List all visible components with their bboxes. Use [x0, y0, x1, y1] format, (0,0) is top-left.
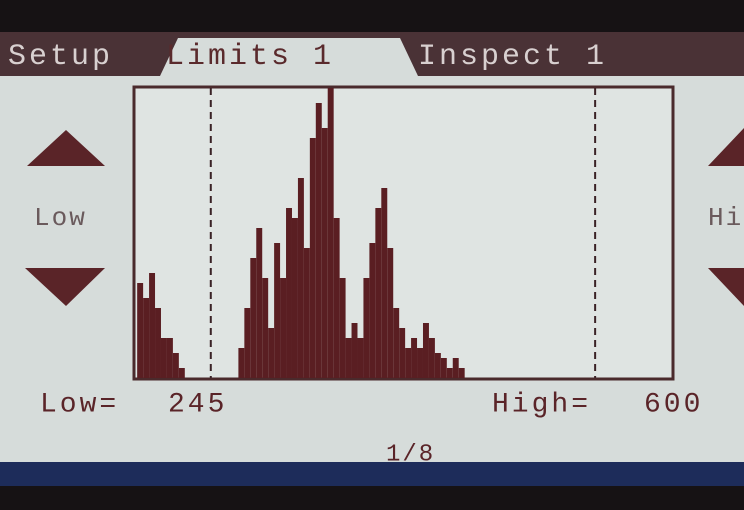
- bar: [280, 278, 287, 378]
- bar: [303, 248, 310, 378]
- low-side-label: Low: [34, 203, 87, 233]
- low-label: Low=: [40, 389, 119, 420]
- bar: [250, 258, 257, 378]
- bar: [351, 323, 358, 378]
- bar: [369, 243, 376, 378]
- status-strip: [0, 462, 744, 486]
- bar: [178, 368, 185, 378]
- bar: [434, 353, 441, 378]
- high-up-arrow[interactable]: [708, 128, 744, 166]
- tab[interactable]: Limits 1: [166, 40, 334, 74]
- bar: [417, 348, 423, 378]
- bar: [309, 138, 316, 378]
- bar: [387, 248, 394, 378]
- bar: [166, 338, 173, 378]
- bar: [399, 328, 406, 378]
- bar: [458, 368, 465, 378]
- bar: [321, 128, 328, 378]
- tab[interactable]: Inspect 1: [418, 40, 607, 74]
- bar: [262, 278, 269, 378]
- bar: [155, 308, 161, 378]
- bar: [291, 218, 298, 378]
- bar: [137, 283, 144, 378]
- active-tab[interactable]: [160, 38, 418, 76]
- bar: [452, 358, 459, 378]
- low-down-arrow[interactable]: [25, 268, 105, 306]
- tab[interactable]: Setup: [8, 40, 113, 74]
- low-up-arrow[interactable]: [27, 130, 105, 166]
- bar: [143, 298, 150, 378]
- bar: [149, 273, 156, 378]
- bar: [268, 328, 275, 378]
- page-indicator: 1/8: [386, 441, 435, 468]
- bar: [333, 218, 340, 378]
- bar: [446, 368, 453, 378]
- high-side-label: Hi: [708, 203, 743, 233]
- bar: [244, 308, 251, 378]
- bar: [422, 323, 429, 378]
- bar: [315, 103, 322, 378]
- bar: [256, 228, 263, 378]
- bar: [274, 243, 281, 378]
- bar: [238, 348, 245, 378]
- bar: [357, 338, 364, 378]
- bar: [393, 308, 400, 378]
- histogram: [137, 88, 597, 378]
- low-value[interactable]: 245: [168, 389, 227, 420]
- bar: [440, 358, 447, 378]
- bar: [286, 208, 292, 378]
- high-down-arrow[interactable]: [708, 268, 744, 306]
- bar: [363, 278, 370, 378]
- bar: [172, 353, 179, 378]
- high-label: High=: [492, 389, 591, 420]
- bar: [297, 178, 304, 378]
- bar: [345, 338, 352, 378]
- bar: [405, 348, 412, 378]
- bar: [375, 208, 382, 378]
- bar: [339, 278, 346, 378]
- high-value[interactable]: 600: [644, 389, 703, 420]
- bar: [381, 188, 388, 378]
- bar: [411, 338, 418, 378]
- bar: [160, 338, 167, 378]
- bar: [327, 88, 334, 378]
- bar: [428, 338, 435, 378]
